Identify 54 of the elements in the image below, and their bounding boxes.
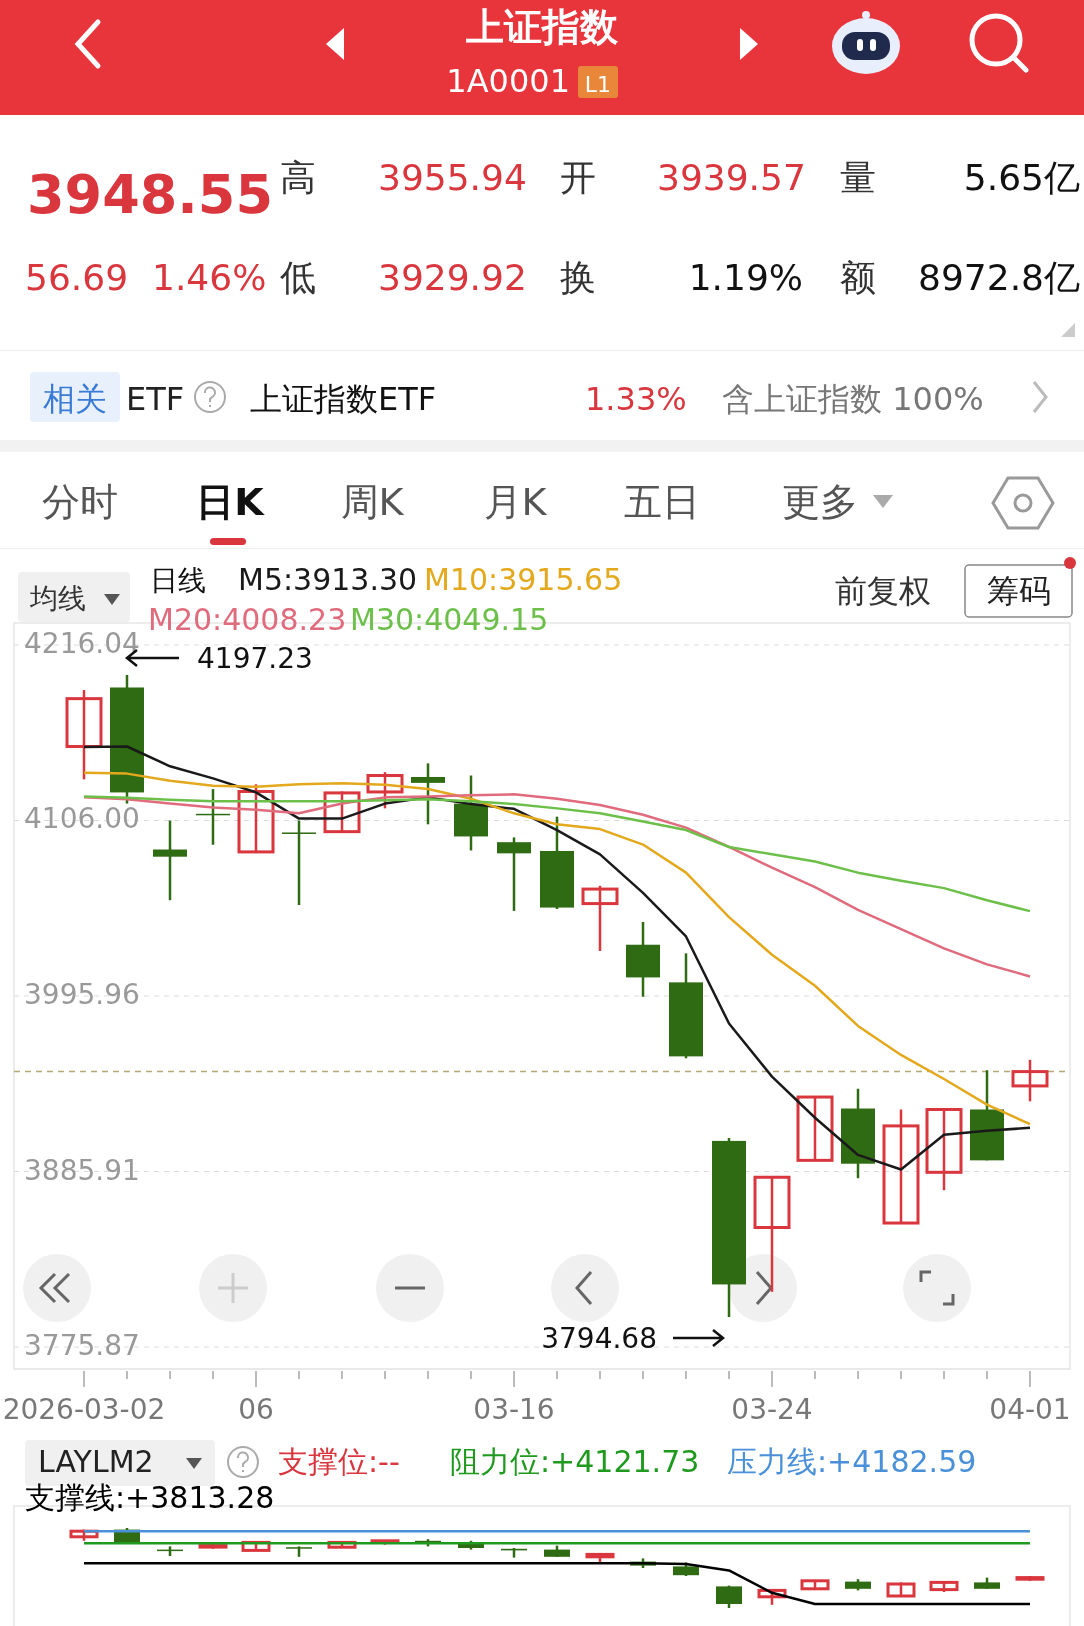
text: 额 — [840, 257, 876, 298]
text: 1.19% — [688, 257, 803, 298]
text: 开 — [560, 157, 596, 198]
text: 均线 — [29, 582, 86, 615]
text: ETF — [126, 380, 185, 418]
text: 换 — [560, 257, 596, 298]
text: 支撑位:-- — [278, 1444, 400, 1479]
series-label: 压力线:+4182.59 — [727, 1444, 977, 1479]
x-tick-label: 04-01 — [989, 1393, 1071, 1426]
text: M5:3913.30 — [238, 562, 418, 597]
text: 五日 — [624, 480, 700, 524]
text: 相关 — [43, 380, 107, 418]
text: 周K — [340, 480, 405, 524]
text: 3929.92 — [378, 257, 527, 298]
text: 前复权 — [835, 572, 931, 610]
y-tick-label: 3995.96 — [24, 977, 140, 1011]
text: 量 — [840, 157, 876, 198]
text: 上证指数ETF — [250, 380, 437, 418]
text: M20:4008.23 — [148, 602, 347, 637]
text: 3939.57 — [657, 157, 806, 198]
series-label: 支撑线:+3813.28 — [25, 1480, 275, 1515]
annotation: 3794.68 — [541, 1322, 657, 1355]
y-tick-label: 4216.04 — [24, 627, 140, 660]
text: LAYLM2 — [38, 1444, 154, 1479]
x-tick-label: 2026-03-02 — [2, 1393, 166, 1426]
y-tick-label: 4106.00 — [24, 802, 140, 836]
text: 3955.94 — [378, 157, 527, 198]
x-tick-label: 03-24 — [731, 1393, 813, 1426]
text: 3948.55 — [27, 163, 273, 226]
text: 更多 — [782, 480, 858, 524]
text: 阻力位:+4121.73 — [450, 1444, 700, 1479]
text: 含上证指数 100% — [722, 380, 984, 418]
chart-title: 上证指数 — [466, 5, 619, 49]
text: 日K — [196, 480, 266, 524]
text: 筹码 — [987, 572, 1051, 610]
text: M10:3915.65 — [424, 562, 623, 597]
text: M30:4049.15 — [350, 602, 549, 637]
text: 低 — [280, 257, 316, 298]
text: 56.69 — [25, 257, 129, 298]
x-tick-label: 06 — [238, 1393, 274, 1426]
chart-subtitle: 1A0001 — [446, 62, 570, 100]
text: 1.33% — [585, 380, 687, 418]
text: 8972.8亿 — [918, 257, 1080, 298]
text: 日线 — [150, 564, 206, 597]
text: L1 — [584, 72, 612, 97]
annotation: 4197.23 — [197, 642, 313, 675]
text: 高 — [280, 157, 316, 198]
text: 分时 — [42, 480, 118, 524]
text: 月K — [483, 480, 548, 524]
text: 1.46% — [152, 257, 267, 298]
text: 5.65亿 — [963, 157, 1080, 198]
y-tick-label: 3775.87 — [24, 1329, 140, 1362]
y-tick-label: 3885.91 — [24, 1153, 140, 1187]
x-tick-label: 03-16 — [473, 1393, 555, 1426]
